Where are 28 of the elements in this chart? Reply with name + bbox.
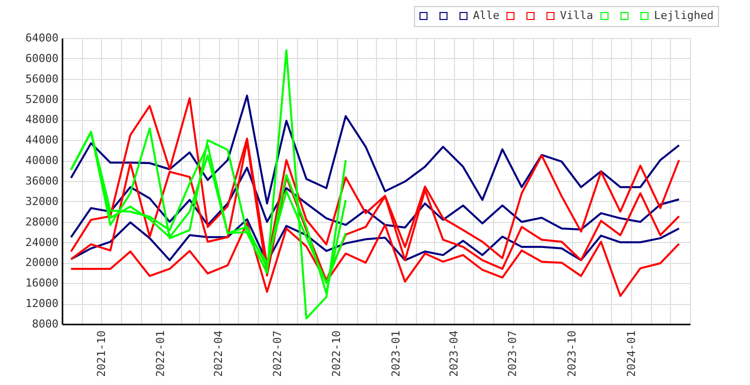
y-tick-label: 56000: [25, 72, 58, 86]
x-tick-label: 2021-10: [94, 330, 108, 377]
y-tick-label: 60000: [25, 52, 58, 65]
y-tick-label: 48000: [25, 113, 58, 126]
x-tick-label: 2022-10: [330, 330, 344, 377]
y-tick-label: 16000: [25, 276, 58, 290]
y-tick-label: 8000: [32, 318, 58, 330]
y-tick-label: 20000: [25, 256, 58, 270]
x-tick-label: 2024-01: [624, 330, 638, 377]
legend-label: Alle: [473, 8, 500, 22]
x-tick-label: 2022-07: [270, 330, 284, 377]
x-tick-label: 2022-04: [212, 330, 226, 377]
y-tick-label: 32000: [25, 194, 58, 208]
legend-label: Lejlighed: [654, 8, 714, 22]
x-tick-label: 2023-04: [448, 330, 461, 377]
y-tick-label: 44000: [25, 134, 58, 147]
x-tick-label: 2022-01: [154, 330, 168, 377]
y-tick-label: 36000: [25, 174, 58, 188]
y-tick-label: 24000: [25, 236, 58, 249]
y-tick-label: 52000: [25, 92, 58, 106]
x-tick-label: 2023-01: [389, 330, 402, 377]
y-tick-label: 40000: [25, 154, 58, 168]
x-tick-label: 2023-10: [566, 330, 579, 377]
y-tick-label: 28000: [25, 215, 58, 228]
y-tick-label: 64000: [25, 32, 58, 44]
legend-label: Villa: [560, 8, 594, 22]
x-tick-label: 2023-07: [506, 330, 520, 377]
y-tick-label: 12000: [25, 297, 58, 310]
